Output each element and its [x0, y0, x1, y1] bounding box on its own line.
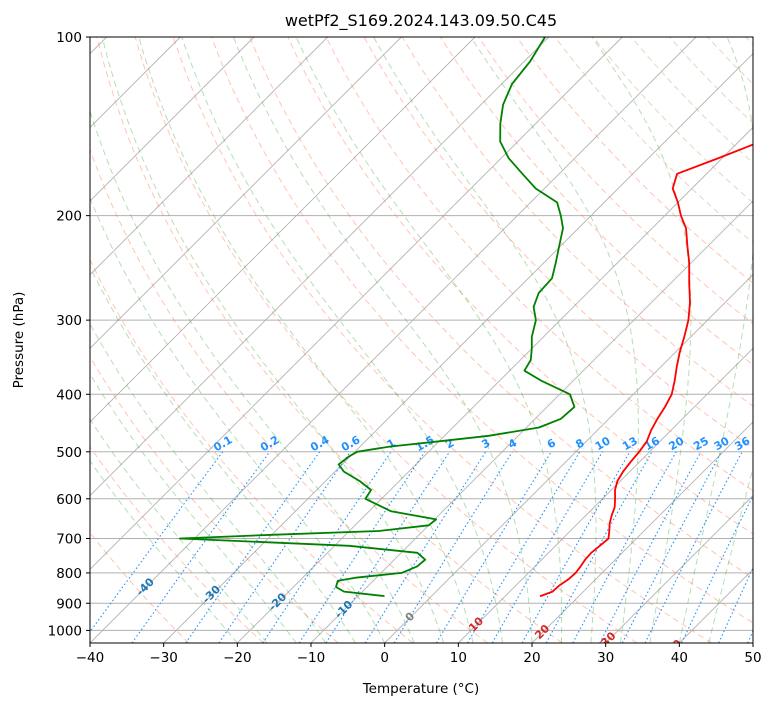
mixing-ratio-line — [599, 451, 702, 643]
x-tick-label: −40 — [76, 650, 105, 666]
mixing-ratio-line — [298, 451, 426, 643]
x-tick-label: 30 — [597, 650, 614, 666]
plot-area: 0.10.20.40.611.52346810131620253036-100-… — [90, 37, 753, 657]
y-axis-label: Pressure (hPa) — [11, 292, 27, 389]
isotherm-line — [90, 37, 476, 423]
x-tick-label: −30 — [149, 650, 178, 666]
moist-adiabat-lines — [90, 37, 753, 643]
moist-adiabat-line — [90, 109, 415, 643]
isotherm-line — [90, 37, 697, 643]
moist-adiabat-line — [678, 37, 753, 643]
dry-adiabat-line — [211, 37, 753, 624]
isotherm-lines — [90, 37, 753, 643]
temperature-line — [539, 143, 753, 597]
mixing-ratio-line — [218, 451, 351, 643]
isotherm-line — [90, 37, 328, 276]
x-tick-label: −20 — [223, 650, 252, 666]
isotherm-line — [90, 37, 549, 497]
dry-adiabat-line — [90, 355, 339, 643]
isotherm-line — [458, 347, 753, 643]
dewpoint-line — [178, 37, 576, 597]
y-tick-label: 700 — [56, 532, 82, 548]
moist-adiabat-line — [90, 373, 297, 643]
moist-adiabat-line — [470, 37, 639, 643]
isotherm-line — [237, 126, 753, 643]
moist-adiabat-line — [138, 37, 474, 643]
moist-adiabat-line — [90, 265, 356, 643]
mixing-ratio-line — [572, 451, 677, 643]
y-tick-label: 500 — [56, 445, 82, 461]
mixing-ratio-line — [521, 451, 631, 643]
isotherm-line — [310, 200, 753, 643]
y-tick-label: 900 — [56, 596, 82, 612]
y-tick-label: 300 — [56, 313, 82, 329]
y-tick-label: 100 — [56, 30, 82, 46]
mixing-ratio-line — [131, 451, 271, 643]
mixing-ratio-line — [90, 451, 224, 633]
y-tick-label: 200 — [56, 209, 82, 225]
mixing-ratio-line — [545, 451, 653, 643]
moist-adiabat-line — [373, 37, 597, 643]
moist-adiabat-line — [232, 37, 533, 643]
dry-adiabat-line — [96, 37, 563, 643]
moist-adiabat-line — [181, 37, 503, 643]
chart-title: wetPf2_S169.2024.143.09.50.C45 — [285, 11, 557, 31]
isotherm-line — [384, 274, 753, 643]
moist-adiabat-line — [90, 418, 268, 643]
isotherm-line — [605, 495, 753, 643]
dry-adiabat-line — [249, 37, 753, 579]
moist-adiabat-line — [708, 466, 753, 643]
mixing-ratio-line — [644, 451, 743, 643]
dry-adiabat-lines — [90, 37, 753, 643]
mixing-ratio-line — [185, 451, 321, 643]
x-axis-ticks: −40 −30 −20 −10 0 10 20 30 40 50 — [76, 643, 762, 666]
sounding-profiles — [178, 37, 753, 597]
y-tick-label: 800 — [56, 566, 82, 582]
isotherm-label: 40 — [665, 637, 685, 657]
dry-adiabat-line — [516, 37, 753, 284]
y-axis-ticks: 100 200 300 400 500 600 700 800 900 1000 — [48, 30, 90, 639]
dry-adiabat-line — [287, 37, 753, 535]
mixing-ratio-line — [262, 451, 392, 643]
x-tick-label: −10 — [297, 650, 326, 666]
pressure-gridlines — [90, 37, 753, 631]
y-tick-label: 1000 — [48, 623, 82, 639]
mixing-ratio-line — [325, 451, 451, 643]
x-tick-label: 20 — [523, 650, 540, 666]
isotherm-line — [90, 37, 402, 349]
dry-adiabat-line — [90, 445, 264, 643]
y-tick-label: 600 — [56, 492, 82, 508]
x-tick-label: 10 — [450, 650, 467, 666]
x-tick-label: 0 — [380, 650, 389, 666]
moist-adiabat-line — [90, 460, 238, 643]
x-tick-label: 50 — [744, 650, 761, 666]
moist-adiabat-line — [101, 37, 445, 643]
isotherm-line — [90, 37, 255, 202]
dry-adiabat-line — [172, 37, 712, 643]
isotherm-line — [90, 37, 623, 570]
dry-adiabat-line — [325, 37, 753, 492]
x-tick-label: 40 — [671, 650, 688, 666]
moist-adiabat-line — [90, 196, 386, 643]
plot-frame — [89, 36, 754, 644]
y-tick-label: 400 — [56, 387, 82, 403]
dry-adiabat-line — [134, 37, 638, 643]
x-axis-label: Temperature (°C) — [362, 681, 480, 697]
mixing-ratio-line — [364, 451, 487, 643]
moist-adiabat-line — [295, 37, 563, 643]
dry-adiabat-line — [90, 258, 414, 643]
mixing-ratio-lines — [90, 451, 753, 643]
moist-adiabat-line — [90, 322, 327, 643]
mixing-ratio-line — [435, 451, 552, 643]
isotherm-line — [531, 421, 753, 643]
